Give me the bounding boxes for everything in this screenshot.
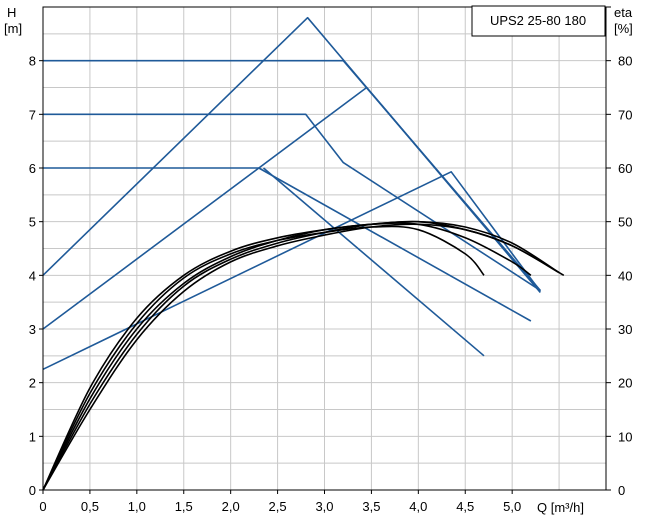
y-right-label-quantity: eta bbox=[614, 5, 633, 20]
x-tick-label: 4,5 bbox=[456, 499, 474, 514]
y-right-tick-label: 40 bbox=[618, 268, 632, 283]
y-left-tick-label: 0 bbox=[29, 483, 36, 498]
y-left-tick-label: 8 bbox=[29, 54, 36, 69]
grid bbox=[42, 6, 607, 491]
y-right-tick-label: 20 bbox=[618, 376, 632, 391]
y-left-tick-label: 7 bbox=[29, 107, 36, 122]
y-right-tick-label: 30 bbox=[618, 322, 632, 337]
head-curve bbox=[262, 167, 485, 357]
y-right-tick-label: 80 bbox=[618, 54, 632, 69]
x-tick-label: 1,0 bbox=[128, 499, 146, 514]
y-right-tick-label: 70 bbox=[618, 107, 632, 122]
y-left-tick-label: 5 bbox=[29, 215, 36, 230]
x-tick-label: 3,0 bbox=[315, 499, 333, 514]
head-curve bbox=[42, 86, 541, 330]
efficiency-curve bbox=[42, 220, 560, 491]
x-axis-label: Q [m³/h] bbox=[537, 500, 584, 515]
efficiency-curve bbox=[42, 223, 565, 491]
y-right-label-unit: [%] bbox=[614, 21, 633, 36]
head-curves bbox=[42, 16, 541, 371]
y-left-tick-label: 4 bbox=[29, 268, 36, 283]
x-tick-label: 0,5 bbox=[81, 499, 99, 514]
y-left-tick-label: 6 bbox=[29, 161, 36, 176]
x-tick-label: 5,0 bbox=[503, 499, 521, 514]
title-box: UPS2 25-80 180 bbox=[471, 5, 606, 37]
y-left-tick-label: 3 bbox=[29, 322, 36, 337]
efficiency-curve bbox=[42, 222, 532, 491]
head-curve bbox=[42, 171, 541, 371]
chart-title: UPS2 25-80 180 bbox=[490, 13, 586, 28]
x-tick-label: 1,5 bbox=[175, 499, 193, 514]
y-right-tick-label: 60 bbox=[618, 161, 632, 176]
x-tick-label: 2,5 bbox=[269, 499, 287, 514]
y-right-tick-label: 10 bbox=[618, 429, 632, 444]
x-tick-label: 4,0 bbox=[409, 499, 427, 514]
y-left-tick-label: 1 bbox=[29, 429, 36, 444]
y-right-tick-label: 0 bbox=[618, 483, 625, 498]
x-tick-label: 0 bbox=[39, 499, 46, 514]
axis-ticks: 0 0,5 1,0 1,5 2,0 2,5 3,0 3,5 4,0 4,5 5,0 0 1 2 3 4 5 6 7 8… bbox=[29, 6, 632, 514]
y-left-label-quantity: H bbox=[7, 5, 16, 20]
y-right-tick-label: 50 bbox=[618, 215, 632, 230]
y-left-label-unit: [m] bbox=[4, 21, 22, 36]
title-box-frame bbox=[471, 5, 606, 37]
x-tick-label: 3,5 bbox=[362, 499, 380, 514]
efficiency-curves bbox=[42, 220, 565, 491]
y-left-tick-label: 2 bbox=[29, 376, 36, 391]
x-tick-label: 2,0 bbox=[222, 499, 240, 514]
